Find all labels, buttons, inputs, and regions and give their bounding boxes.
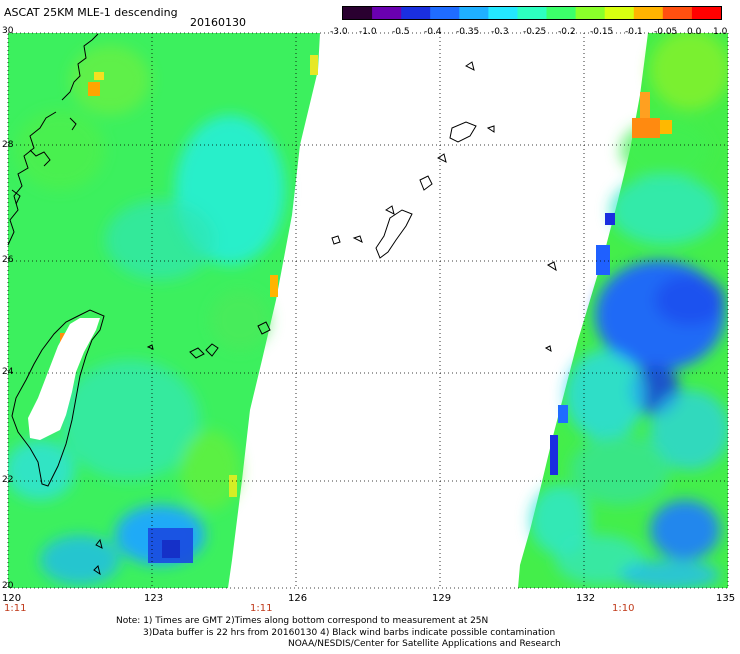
colorbar-tick: 1.0 [713, 27, 728, 37]
map-frame [7, 32, 729, 589]
colorbar-tick: -0.05 [654, 27, 678, 37]
colorbar-segment [459, 7, 489, 19]
product-title: ASCAT 25KM MLE-1 descending [4, 6, 178, 19]
colorbar-segment [430, 7, 460, 19]
colorbar-segment [633, 7, 664, 19]
footnote-line: NOAA/NESDIS/Center for Satellite Applica… [288, 639, 561, 649]
lon-label: 135 [716, 593, 736, 604]
colorbar-segment [691, 7, 721, 19]
lon-label: 132 [576, 593, 596, 604]
colorbar-tick: -0.4 [424, 27, 442, 37]
lat-label: 28 [2, 140, 14, 150]
colorbar-tick: 0.0 [687, 27, 702, 37]
colorbar [342, 6, 722, 20]
colorbar-tick: -0.1 [625, 27, 643, 37]
lon-label: 123 [144, 593, 164, 604]
lat-label: 20 [2, 581, 14, 591]
lon-label: 120 [2, 593, 22, 604]
colorbar-segment [488, 7, 519, 19]
colorbar-tick: -0.5 [392, 27, 410, 37]
colorbar-segment [604, 7, 635, 19]
colorbar-tick: -0.3 [491, 27, 509, 37]
colorbar-segment [546, 7, 577, 19]
graticule [8, 33, 728, 588]
taiwan-coastline [11, 309, 105, 487]
lon-label: 126 [288, 593, 308, 604]
lat-label: 26 [2, 255, 14, 265]
colorbar-segment [662, 7, 693, 19]
product-date: 20160130 [190, 16, 246, 29]
lat-label: 22 [2, 475, 14, 485]
time-label: 1:11 [250, 603, 273, 614]
colorbar-tick: -0.35 [456, 27, 480, 37]
colorbar-tick: -0.2 [558, 27, 576, 37]
footnote-line: 3)Data buffer is 22 hrs from 20160130 4)… [143, 628, 556, 638]
time-label: 1:10 [612, 603, 635, 614]
colorbar-segment [372, 7, 402, 19]
coastlines [7, 33, 557, 576]
time-label: 1:11 [4, 603, 27, 614]
taiwan-landmask [28, 318, 100, 440]
colorbar-labels: -3.0 -1.0 -0.5 -0.4 -0.35 -0.3 -0.25 -0.… [330, 27, 730, 39]
lon-label: 129 [432, 593, 452, 604]
right-swath-texture [530, 33, 728, 588]
colorbar-segment [517, 7, 548, 19]
colorbar-tick: -1.0 [359, 27, 377, 37]
colorbar-tick: -0.25 [523, 27, 547, 37]
colorbar-segment [343, 7, 373, 19]
colorbar-gradient [343, 7, 721, 19]
footnote-line: Note: 1) Times are GMT 2)Times along bot… [116, 616, 489, 626]
colorbar-segment [575, 7, 606, 19]
lat-label: 30 [2, 26, 14, 36]
lat-label: 24 [2, 367, 14, 377]
colorbar-segment [401, 7, 431, 19]
colorbar-tick: -3.0 [330, 27, 348, 37]
colorbar-tick: -0.15 [590, 27, 614, 37]
